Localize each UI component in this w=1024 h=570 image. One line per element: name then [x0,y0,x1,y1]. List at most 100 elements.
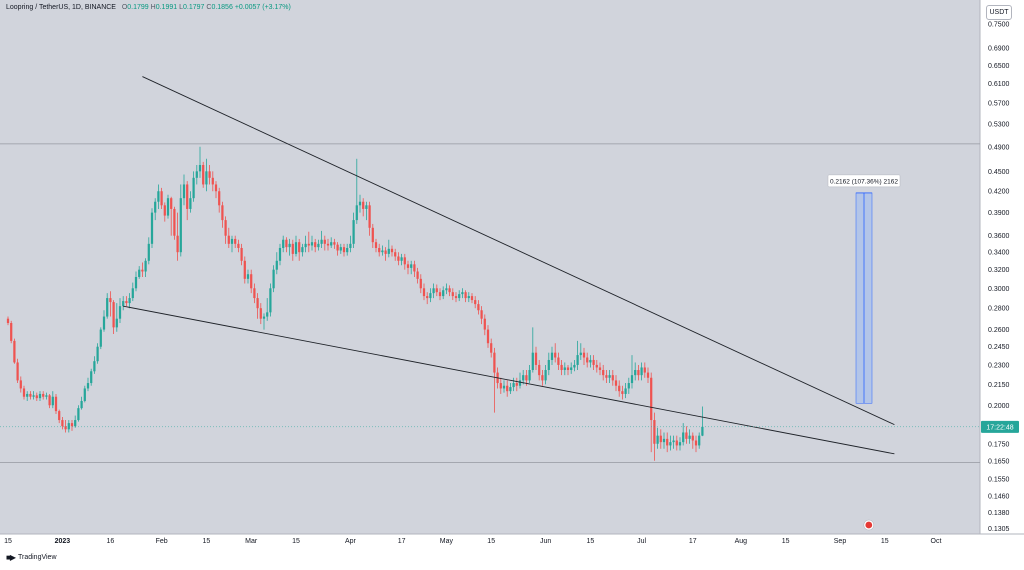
candle-body [77,408,80,421]
candle-body [531,352,534,371]
economic-event-flag-icon [865,521,873,529]
candle-body [224,220,227,236]
candle-body [515,383,518,386]
x-tick-label: Oct [931,538,942,545]
y-tick-label: 0.1460 [988,494,1010,501]
candle-body [611,375,614,381]
candle-body [125,301,128,304]
candle-body [80,400,83,409]
candle-body [195,171,198,178]
candle-body [400,257,403,261]
candle-body [586,357,589,363]
candle-body [294,242,298,254]
candle-body [186,184,189,209]
candle-body [304,243,307,248]
candle-body [288,243,291,248]
candle-body [326,243,330,246]
trendline[interactable] [142,76,895,426]
candle-body [349,243,352,248]
candle-body [458,294,461,299]
y-tick-label: 0.1750 [988,441,1010,448]
candle-body [317,243,320,248]
candle-body [397,256,400,261]
candle-body [563,367,566,371]
candle-body [528,370,531,381]
candle-body [138,269,141,277]
candle-body [109,298,112,303]
tradingview-wordmark: TradingView [17,553,57,561]
plot-background[interactable] [0,0,980,534]
x-tick-label: 15 [292,538,300,545]
candle-body [230,238,234,244]
candle-body [298,242,301,253]
candle-body [579,352,582,356]
candle-body [64,426,67,430]
candle-body [618,385,621,392]
candle-body [682,432,685,443]
candle-body [262,316,266,319]
candle-body [499,383,502,389]
candle-body [278,247,282,261]
x-tick-label: Mar [245,538,258,545]
x-tick-label: 15 [487,538,495,545]
candle-body [640,367,643,376]
candle-body [406,264,410,268]
candle-body [189,198,192,209]
candle-body [10,322,13,341]
candle-body [339,247,342,251]
candle-body [330,242,333,246]
candle-body [432,288,435,294]
candle-body [365,205,368,209]
candle-body [266,312,269,317]
candle-body [214,184,218,192]
candle-body [387,248,390,254]
candle-body [470,296,474,301]
candle-body [480,310,483,319]
y-tick-label: 0.3600 [988,233,1010,240]
candle-body [272,269,275,289]
candle-body [246,274,250,279]
ohlc-change: +0.0057 (+3.17%) [234,4,291,11]
candle-body [685,432,688,439]
candle-body [554,352,557,358]
candle-body [13,340,16,363]
candle-body [483,318,486,330]
y-tick-label: 0.1305 [988,526,1010,533]
candle-body [253,288,256,299]
ohlc-close-label: C [206,4,212,11]
candle-body [624,388,627,394]
y-tick-label: 0.4900 [988,144,1010,151]
tradingview-logo[interactable]: ■▶ TradingView [6,552,57,562]
candle-body [608,375,611,378]
trendline[interactable] [123,305,895,455]
candle-body [310,242,314,246]
candle-body [573,364,576,368]
x-tick-label: 15 [881,538,889,545]
candle-body [525,375,528,381]
candle-body [675,440,678,446]
candle-body [435,288,438,293]
candle-body [368,205,371,228]
candle-body [243,260,246,279]
price-axis-background[interactable] [980,0,1024,534]
candle-body [490,343,493,353]
candle-body [502,385,506,389]
currency-selector[interactable]: USDT [986,5,1012,20]
candle-body [96,346,99,362]
candle-body [416,271,419,279]
candle-body [627,383,630,389]
candle-body [112,302,115,328]
candle-body [422,288,426,297]
candle-body [592,359,595,365]
time-axis-background[interactable] [0,534,1024,565]
candle-body [589,359,592,363]
candle-body [378,247,381,253]
candle-body [58,411,61,421]
y-tick-label: 0.1550 [988,476,1010,483]
candle-body [157,191,160,202]
candle-body [26,393,29,397]
x-tick-label: Feb [156,538,168,545]
candle-body [144,260,147,272]
